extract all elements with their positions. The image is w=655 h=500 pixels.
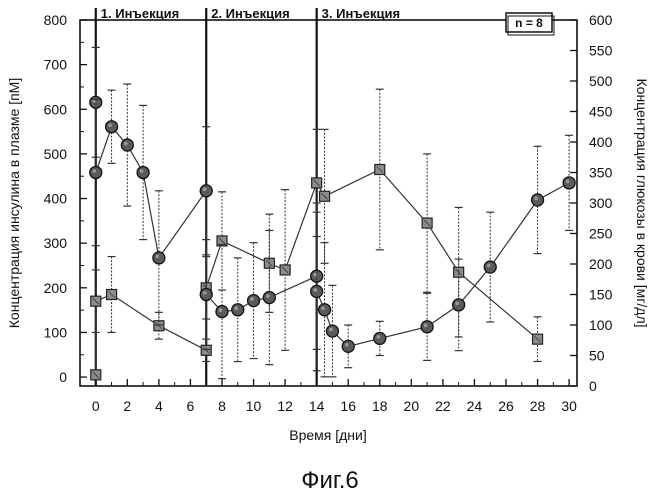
data-point-circle <box>106 121 118 133</box>
marker-highlight <box>219 308 223 312</box>
data-point-circle <box>90 167 102 179</box>
marker-highlight <box>266 294 270 298</box>
data-point-circle <box>421 321 433 333</box>
marker-highlight <box>487 264 491 268</box>
marker-highlight <box>534 197 538 201</box>
y-right-tick-label: 300 <box>589 195 613 211</box>
background <box>0 0 655 500</box>
y-right-tick-label: 500 <box>589 73 613 89</box>
marker-highlight <box>140 169 144 173</box>
y-right-axis-label: Концентрация глюкозы в крови [мг/дл] <box>634 78 650 327</box>
x-tick-label: 28 <box>530 398 546 414</box>
marker-highlight <box>92 169 96 173</box>
y-left-tick-label: 700 <box>44 57 68 73</box>
data-point-circle <box>311 285 323 297</box>
x-tick-label: 30 <box>561 398 577 414</box>
x-tick-label: 22 <box>435 398 451 414</box>
data-point-circle <box>453 299 465 311</box>
marker-highlight <box>345 343 349 347</box>
marker-highlight <box>250 297 254 301</box>
y-left-tick-label: 600 <box>44 101 68 117</box>
x-tick-label: 4 <box>155 398 163 414</box>
data-point-circle <box>153 252 165 264</box>
marker-highlight <box>321 306 325 310</box>
x-tick-label: 8 <box>218 398 226 414</box>
sample-size-box: n = 8 <box>506 13 554 35</box>
injection-label: 2. Инъекция <box>211 6 289 21</box>
y-right-tick-label: 150 <box>589 287 613 303</box>
y-left-tick-label: 300 <box>44 235 68 251</box>
data-point-circle <box>342 340 354 352</box>
y-right-tick-label: 400 <box>589 134 613 150</box>
y-left-tick-label: 800 <box>44 12 68 28</box>
x-tick-label: 24 <box>467 398 483 414</box>
x-tick-label: 2 <box>123 398 131 414</box>
y-right-tick-label: 50 <box>589 348 605 364</box>
data-point-circle <box>232 304 244 316</box>
x-axis-label: Время [дни] <box>289 427 367 443</box>
chart: 1. Инъекция2. Инъекция3. Инъекция 024681… <box>0 0 655 500</box>
marker-highlight <box>424 324 428 328</box>
data-point-circle <box>137 167 149 179</box>
y-right-tick-label: 550 <box>589 43 613 59</box>
x-tick-label: 18 <box>372 398 388 414</box>
x-tick-label: 6 <box>187 398 195 414</box>
marker-highlight <box>329 328 333 332</box>
data-point-circle <box>216 306 228 318</box>
data-point-circle <box>263 292 275 304</box>
sample-size-label: n = 8 <box>515 16 543 30</box>
marker-highlight <box>203 188 207 192</box>
y-left-tick-label: 500 <box>44 146 68 162</box>
marker-highlight <box>234 306 238 310</box>
data-point-circle <box>484 261 496 273</box>
y-right-tick-label: 100 <box>589 317 613 333</box>
y-left-tick-label: 100 <box>44 324 68 340</box>
marker-highlight <box>455 302 459 306</box>
x-tick-label: 20 <box>404 398 420 414</box>
x-tick-label: 14 <box>309 398 325 414</box>
injection-label: 1. Инъекция <box>101 6 179 21</box>
data-point-circle <box>200 185 212 197</box>
x-tick-label: 10 <box>246 398 262 414</box>
y-left-tick-label: 200 <box>44 280 68 296</box>
y-right-tick-label: 200 <box>589 256 613 272</box>
data-point-circle <box>326 325 338 337</box>
x-tick-label: 16 <box>340 398 356 414</box>
y-right-tick-label: 450 <box>589 104 613 120</box>
marker-highlight <box>203 291 207 295</box>
y-right-tick-label: 350 <box>589 165 613 181</box>
y-left-axis-label: Концентрация инсулина в плазме [пМ] <box>6 78 22 328</box>
data-point-circle <box>248 295 260 307</box>
data-point-circle <box>319 304 331 316</box>
figure-caption: Фиг.6 <box>301 467 359 494</box>
y-left-tick-label: 400 <box>44 191 68 207</box>
x-tick-label: 26 <box>498 398 514 414</box>
x-tick-label: 12 <box>277 398 293 414</box>
y-right-tick-label: 250 <box>589 226 613 242</box>
x-tick-label: 0 <box>92 398 100 414</box>
data-point-circle <box>532 194 544 206</box>
marker-highlight <box>313 288 317 292</box>
data-point-circle <box>121 139 133 151</box>
injection-label: 3. Инъекция <box>322 6 400 21</box>
data-point-circle <box>563 177 575 189</box>
data-point-circle <box>200 289 212 301</box>
marker-highlight <box>566 180 570 184</box>
data-point-circle <box>374 332 386 344</box>
y-right-tick-label: 0 <box>589 378 597 394</box>
marker-highlight <box>156 255 160 259</box>
marker-highlight <box>108 123 112 127</box>
marker-highlight <box>376 335 380 339</box>
y-left-tick-label: 0 <box>59 369 67 385</box>
marker-highlight <box>124 142 128 146</box>
y-right-tick-label: 600 <box>589 12 613 28</box>
